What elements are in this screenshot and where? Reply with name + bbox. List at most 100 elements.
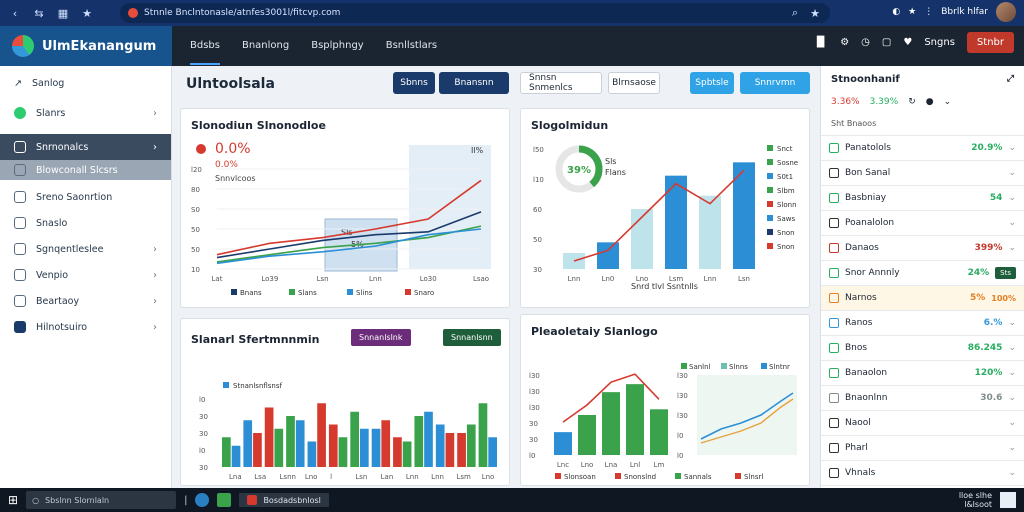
explorer-icon[interactable] — [217, 493, 232, 507]
windows-icon[interactable]: ⊞ — [8, 493, 19, 507]
right-list-item[interactable]: Pharl ⌄ — [821, 436, 1024, 461]
sidebar-item-3[interactable]: Snrnonalcs › — [0, 134, 171, 160]
taskbar-app[interactable]: Bosdadsbnlosl — [239, 493, 329, 507]
doc-icon — [829, 418, 839, 428]
sidebar-item-10[interactable]: Hilnotsuiro › — [0, 314, 171, 340]
list-icon — [14, 164, 26, 176]
toolbar-button-4[interactable]: Blrnsaose — [608, 72, 660, 94]
bar — [597, 242, 619, 269]
right-list-item[interactable]: Vhnals ⌄ — [821, 461, 1024, 486]
right-panel: Stnoonhanif ⤢ 3.36% 3.39% ↻ ● ⌄ Sht Bnao… — [820, 66, 1024, 488]
sidebar-item-6[interactable]: Snaslo — [0, 210, 171, 236]
chevron-down-icon[interactable]: ⌄ — [943, 97, 952, 107]
right-list-label: Poanalolon — [845, 218, 895, 228]
extension-icon[interactable]: ◐ — [892, 7, 901, 17]
legend-label: Slnns — [729, 363, 748, 371]
toolbar-button-5[interactable]: Spbtsle — [690, 72, 734, 94]
toolbar-button-3[interactable]: Snnsn Snmenlcs — [520, 72, 602, 94]
tabs-icon[interactable]: ⇆ — [34, 6, 44, 20]
y-tick-label: 50 — [191, 226, 200, 234]
settings-icon[interactable]: ⚙ — [840, 37, 850, 48]
legend-label: Slonsoan — [564, 473, 596, 481]
sidebar-item-8[interactable]: Venpio › — [0, 262, 171, 288]
user-menu[interactable]: Sngns — [924, 37, 955, 48]
x-tick-label: Lsn — [738, 275, 750, 283]
right-list-item[interactable]: Danaos 399% ⌄ — [821, 236, 1024, 261]
grid-icon[interactable]: ▦ — [57, 6, 69, 20]
sidebar-subitem[interactable]: Blowconall Slcsrs — [0, 160, 171, 180]
right-list-item[interactable]: Bon Sanal ⌄ — [821, 161, 1024, 186]
toolbar-button-1[interactable]: Sbnns — [393, 72, 435, 94]
task-view-icon[interactable]: | — [184, 494, 188, 506]
nav-tab-3[interactable]: Bsplphngy — [311, 39, 364, 51]
legend-label: Slins — [356, 289, 373, 297]
card3-button-1[interactable]: Snnanlslnk — [351, 329, 411, 346]
nav-tab-1[interactable]: Bdsbs — [190, 28, 220, 65]
sidebar-item-5[interactable]: Sreno Saonrtion — [0, 184, 171, 210]
card-title: Slanarl Sfertmnnmin — [191, 333, 320, 346]
leaf-icon — [829, 243, 839, 253]
edge-icon[interactable] — [195, 493, 210, 507]
doc-icon[interactable]: ▢ — [881, 37, 892, 48]
y-tick-label: l30 — [529, 372, 540, 380]
notification-icon[interactable] — [1000, 492, 1016, 508]
x-tick-label: Lsm — [456, 473, 471, 481]
toolbar-button-6[interactable]: Snnrvmn — [740, 72, 810, 94]
right-list-item[interactable]: Naool ⌄ — [821, 411, 1024, 436]
sidebar-item-1[interactable]: ↗ Sanlog — [0, 70, 171, 96]
chart-icon[interactable]: ▐▌ — [812, 37, 829, 48]
right-list-value: 24% — [967, 268, 990, 278]
back-icon[interactable]: ‹ — [12, 6, 18, 20]
legend-label: Snct — [777, 145, 793, 153]
nav-tab-2[interactable]: Bnanlong — [241, 39, 290, 51]
x-tick-label: Lsm — [669, 275, 684, 283]
legend-label: Sanlnl — [689, 363, 711, 371]
heart-icon[interactable]: ♥ — [903, 37, 913, 48]
star-icon[interactable]: ★ — [82, 6, 92, 20]
right-list-label: Bnaonlnn — [845, 393, 888, 403]
card3-button-2[interactable]: Snnanlsnn — [443, 329, 501, 346]
legend-label: S0t1 — [777, 173, 793, 181]
sidebar-item-7[interactable]: Sgnqentleslee › — [0, 236, 171, 262]
refresh-icon[interactable]: ↻ — [908, 97, 916, 107]
right-list-item[interactable]: Banaolon 120% ⌄ — [821, 361, 1024, 386]
right-list-item[interactable]: Bnos 86.245 ⌄ — [821, 336, 1024, 361]
sidebar-item-9[interactable]: Beartaoy › — [0, 288, 171, 314]
clock-icon[interactable]: ◷ — [861, 37, 870, 48]
right-list-item[interactable]: Ranos 6.% ⌄ — [821, 311, 1024, 336]
brand[interactable]: UlmEkanangum — [0, 26, 172, 66]
legend-label: Slbm — [777, 187, 795, 195]
brand-logo-icon — [12, 35, 34, 57]
address-bar[interactable]: Stnnle Bnclntonasle/atnfes3001l/fitcvp.c… — [120, 3, 830, 23]
legend-swatch — [767, 159, 773, 165]
stat-1: 3.36% — [831, 97, 860, 107]
x-tick-label: Lnn — [431, 473, 444, 481]
bookmark-icon[interactable]: ★ — [810, 6, 820, 20]
menu-icon[interactable]: ⋮ — [924, 7, 934, 17]
right-list-item[interactable]: Poanalolon ⌄ — [821, 211, 1024, 236]
right-list-item[interactable]: Narnos 5% 100% — [821, 286, 1024, 311]
favorites-icon[interactable]: ★ — [908, 7, 917, 17]
legend-swatch — [735, 473, 741, 479]
bar — [435, 424, 445, 467]
taskbar-search[interactable]: ○ Sbslnn Slornlaln — [26, 491, 177, 509]
info-icon[interactable]: ● — [925, 97, 934, 107]
right-section-label: Sht Bnaoos — [821, 112, 1024, 136]
doc-icon — [829, 393, 839, 403]
right-list-item[interactable]: Panatolols 20.9% ⌄ — [821, 136, 1024, 161]
right-list-item[interactable]: Snor Annnly 24% Sts — [821, 261, 1024, 286]
donut-value — [555, 145, 603, 193]
clock[interactable]: lloe slhe l&lsoot — [959, 491, 992, 509]
legend-swatch — [615, 473, 621, 479]
header-action-button[interactable]: Stnbr — [966, 32, 1014, 53]
avatar[interactable] — [996, 2, 1016, 22]
expand-icon[interactable]: ⤢ — [1006, 74, 1014, 84]
chevron-down-icon: ⌄ — [1008, 468, 1016, 478]
toolbar-button-2[interactable]: Bnansnn — [439, 72, 509, 94]
sidebar-item-2[interactable]: Slanrs › — [0, 100, 171, 126]
nav-tab-4[interactable]: Bsnllstlars — [385, 39, 438, 51]
right-list-item[interactable]: Basbniay 54 ⌄ — [821, 186, 1024, 211]
right-list-item[interactable]: Bnaonlnn 30.6 ⌄ — [821, 386, 1024, 411]
search-icon[interactable]: ⌕ — [791, 6, 799, 19]
y-tick-label: l0 — [199, 447, 205, 455]
